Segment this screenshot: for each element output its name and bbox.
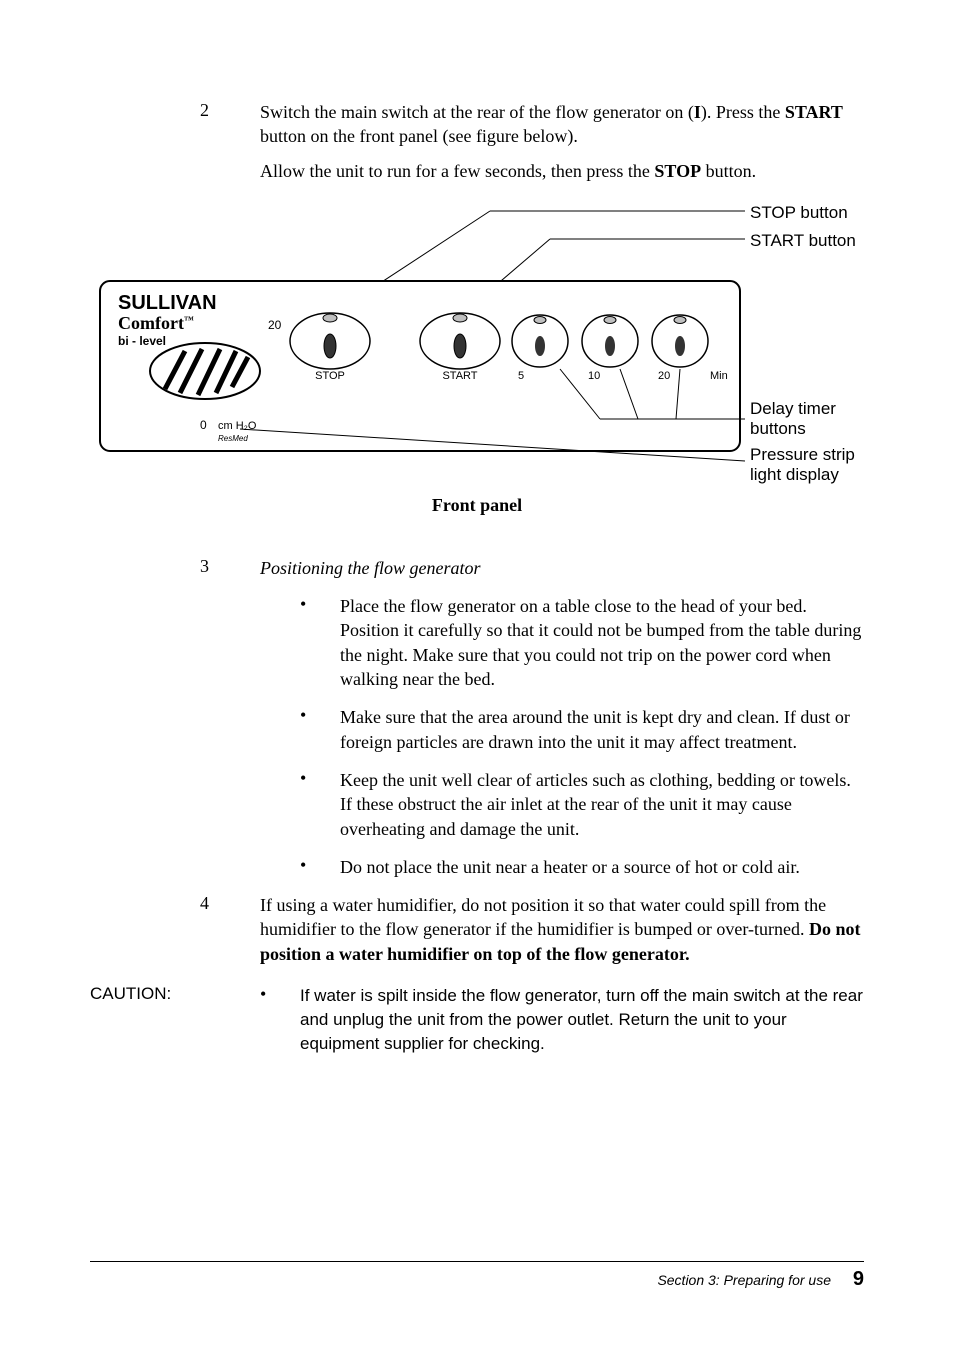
step-4-row: 4 If using a water humidifier, do not po… [90, 893, 864, 966]
label-start-button: START button [750, 231, 856, 251]
step-2-second-para: Allow the unit to run for a few seconds,… [260, 159, 864, 183]
bullet-text: Keep the unit well clear of articles suc… [340, 768, 864, 841]
svg-text:Min: Min [710, 370, 728, 382]
caution-block: CAUTION: • If water is spilt inside the … [90, 984, 864, 1055]
step-4-text: If using a water humidifier, do not posi… [260, 893, 864, 966]
footer-text: Section 3: Preparing for use 9 [90, 1268, 864, 1291]
svg-text:0: 0 [200, 418, 207, 432]
svg-text:ResMed: ResMed [218, 434, 248, 443]
bullet-row: • Make sure that the area around the uni… [300, 705, 864, 754]
step-4-number: 4 [90, 893, 260, 966]
bullet-row: • Do not place the unit near a heater or… [300, 855, 864, 879]
bullet-dot: • [300, 768, 340, 841]
step2-t2b: button. [701, 161, 756, 181]
bullet-row: • Place the flow generator on a table cl… [300, 594, 864, 691]
bullet-text: Make sure that the area around the unit … [340, 705, 864, 754]
step-3-heading: Positioning the flow generator [260, 556, 481, 580]
step-3-number: 3 [90, 556, 260, 580]
step-2-text: Switch the main switch at the rear of th… [260, 100, 864, 149]
figure-caption: Front panel [90, 495, 864, 516]
step2-t1c: button on the front panel (see figure be… [260, 126, 578, 146]
svg-text:20: 20 [658, 370, 670, 382]
brand-comfort: Comfort™ [118, 313, 194, 333]
step2-t1b: ). Press the [701, 102, 785, 122]
footer-rule [90, 1261, 864, 1262]
step-3-row: 3 Positioning the flow generator [90, 556, 864, 580]
svg-text:START: START [442, 370, 477, 382]
svg-text:STOP: STOP [315, 370, 345, 382]
footer-page-number: 9 [853, 1268, 864, 1290]
label-stop-button: STOP button [750, 203, 848, 223]
step2-t2a: Allow the unit to run for a few seconds,… [260, 161, 654, 181]
bullet-text: Do not place the unit near a heater or a… [340, 855, 800, 879]
page-footer: Section 3: Preparing for use 9 [90, 1261, 864, 1291]
caution-label: CAUTION: [90, 984, 220, 1055]
bullet-dot: • [300, 855, 340, 879]
step4-ta: If using a water humidifier, do not posi… [260, 895, 826, 939]
label-delay-timer: Delay timer buttons [750, 399, 860, 440]
caution-bullet: • [220, 984, 300, 1055]
step-2-number: 2 [90, 100, 260, 149]
brand-sullivan: SULLIVAN [118, 292, 217, 314]
svg-text:10: 10 [588, 370, 600, 382]
caution-text: If water is spilt inside the flow genera… [300, 984, 864, 1055]
step2-bold-stop: STOP [654, 161, 701, 181]
svg-text:5: 5 [518, 370, 524, 382]
front-panel-figure: SULLIVAN Comfort™ bi - level 20 0 cm H₂O… [90, 201, 870, 491]
bullet-text: Place the flow generator on a table clos… [340, 594, 864, 691]
bullet-dot: • [300, 705, 340, 754]
step2-t1: Switch the main switch at the rear of th… [260, 102, 694, 122]
footer-section: Section 3: Preparing for use [657, 1272, 831, 1288]
bullet-row: • Keep the unit well clear of articles s… [300, 768, 864, 841]
step2-bold-start: START [785, 102, 843, 122]
label-pressure-strip: Pressure strip light display [750, 445, 870, 486]
brand-bilevel: bi - level [118, 334, 166, 348]
bullet-dot: • [300, 594, 340, 691]
step2-bold-i: I [694, 102, 701, 122]
step-2-row: 2 Switch the main switch at the rear of … [90, 100, 864, 149]
svg-text:20: 20 [268, 318, 282, 332]
